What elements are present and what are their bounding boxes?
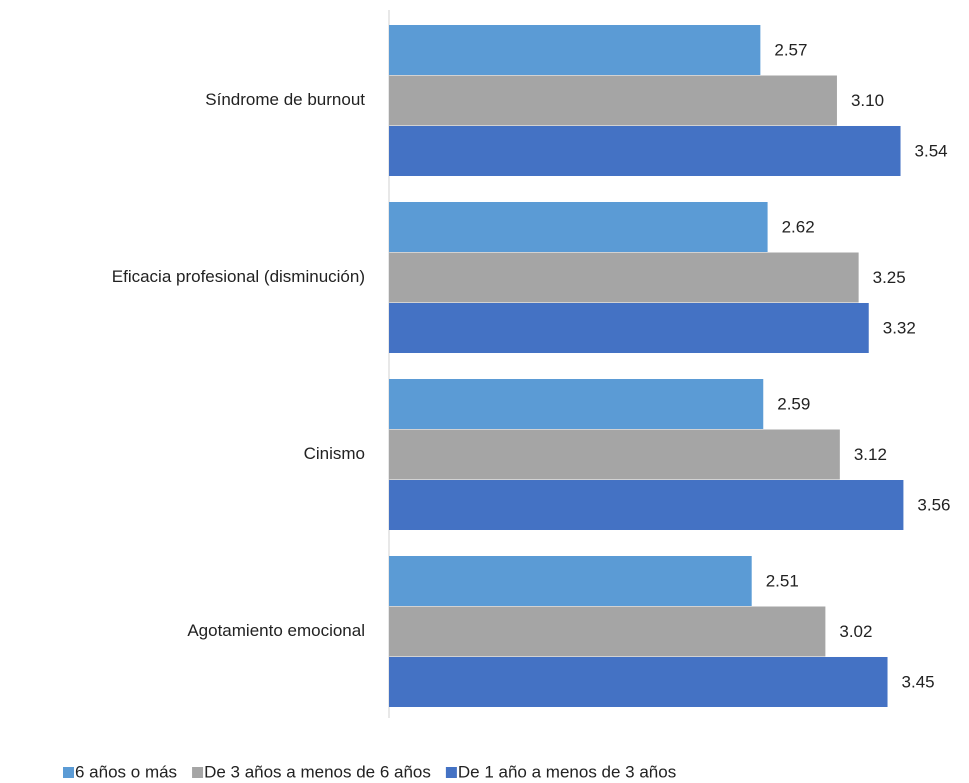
legend-swatch [192, 767, 204, 778]
bar [389, 252, 859, 303]
value-label: 2.51 [766, 572, 799, 591]
bar [389, 75, 837, 126]
value-label: 2.57 [774, 41, 807, 60]
value-label: 3.54 [915, 142, 948, 161]
y-tick-label: Agotamiento emocional [187, 621, 365, 640]
bar [389, 126, 901, 176]
y-tick-label: Síndrome de burnout [205, 90, 365, 109]
bar [389, 202, 768, 252]
y-tick-label: Eficacia profesional (disminución) [112, 267, 365, 286]
bar [389, 303, 869, 353]
y-tick-label: Cinismo [304, 444, 365, 463]
value-label: 3.56 [917, 496, 950, 515]
legend-label: 6 años o más [75, 762, 177, 781]
value-label: 3.32 [883, 319, 916, 338]
legend-swatch [445, 767, 457, 778]
bar [389, 556, 752, 606]
value-label: 3.45 [902, 673, 935, 692]
bar [389, 25, 761, 75]
legend-swatch [63, 767, 74, 778]
value-label: 3.25 [873, 268, 906, 287]
bar [389, 429, 840, 480]
value-label: 2.62 [782, 218, 815, 237]
value-label: 3.02 [839, 622, 872, 641]
bar [389, 480, 904, 530]
bar [389, 606, 826, 657]
bar [389, 657, 888, 707]
bar [389, 379, 764, 429]
legend-label: De 1 año a menos de 3 años [458, 762, 676, 781]
legend-label: De 3 años a menos de 6 años [204, 762, 431, 781]
value-label: 2.59 [777, 395, 810, 414]
value-label: 3.10 [851, 91, 884, 110]
value-label: 3.12 [854, 445, 887, 464]
